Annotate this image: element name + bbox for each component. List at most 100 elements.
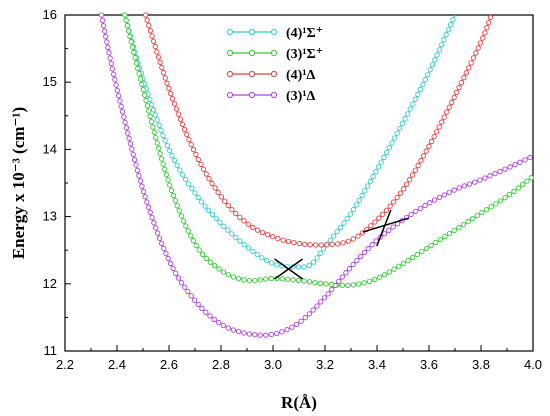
series-marker xyxy=(450,17,456,23)
series-marker xyxy=(389,140,395,146)
series-marker xyxy=(453,89,460,96)
series-marker xyxy=(107,55,113,61)
series-marker xyxy=(502,195,508,201)
series-marker xyxy=(470,215,476,222)
series-marker xyxy=(174,203,180,209)
series-marker xyxy=(408,211,414,217)
series-marker xyxy=(164,80,170,86)
x-tick-label: 4.0 xyxy=(524,357,542,372)
series-marker xyxy=(203,255,209,262)
series-marker xyxy=(438,42,445,48)
series-marker xyxy=(185,288,191,295)
series-marker xyxy=(370,173,376,180)
series-marker xyxy=(130,151,136,158)
series-marker xyxy=(209,211,216,217)
series-marker xyxy=(212,185,218,191)
series-marker xyxy=(446,104,452,110)
series-marker xyxy=(314,303,320,309)
series-marker xyxy=(433,239,439,246)
series-marker xyxy=(175,111,182,117)
series-marker xyxy=(472,179,478,185)
series-marker xyxy=(126,28,132,34)
series-marker xyxy=(325,291,331,297)
series-marker xyxy=(458,79,465,86)
series-marker xyxy=(217,219,223,225)
series-marker xyxy=(399,120,406,127)
series-marker xyxy=(211,316,217,323)
series-marker xyxy=(241,277,247,283)
series-marker xyxy=(200,166,207,172)
series-marker xyxy=(149,214,155,221)
series-marker xyxy=(168,90,174,97)
crossing-marker xyxy=(274,258,304,280)
series-marker xyxy=(506,191,513,198)
series-marker xyxy=(213,215,219,221)
series-marker xyxy=(146,108,152,114)
series-marker xyxy=(362,188,368,194)
series-marker xyxy=(154,140,160,146)
series-marker xyxy=(176,208,182,214)
series-marker xyxy=(284,327,290,333)
series-marker xyxy=(167,182,173,188)
series-marker xyxy=(100,23,107,29)
y-tick-label: 16 xyxy=(43,7,57,22)
series-marker xyxy=(158,240,165,247)
series-marker xyxy=(178,279,185,286)
series-marker xyxy=(350,206,357,213)
series-marker xyxy=(114,87,120,93)
series-marker xyxy=(442,233,448,240)
series-marker xyxy=(346,266,353,272)
series-marker xyxy=(306,311,312,317)
series-marker xyxy=(241,218,247,224)
series-marker xyxy=(317,250,323,257)
series-marker xyxy=(415,91,421,98)
series-marker xyxy=(207,313,213,319)
series-marker xyxy=(218,194,225,200)
series-marker xyxy=(273,330,280,336)
series-marker xyxy=(173,270,179,276)
series-marker xyxy=(259,255,265,261)
series-marker xyxy=(193,151,199,158)
series-marker xyxy=(216,319,222,326)
series-marker xyxy=(245,221,251,227)
series-marker xyxy=(122,12,128,18)
series-marker xyxy=(171,101,178,107)
series-marker xyxy=(166,147,173,154)
series-marker xyxy=(317,280,324,286)
series-marker xyxy=(428,138,435,145)
series-marker xyxy=(133,60,140,66)
series-marker xyxy=(233,210,239,217)
series-marker xyxy=(470,55,477,61)
series-marker xyxy=(383,207,390,213)
series-marker xyxy=(137,76,144,82)
series-marker xyxy=(263,257,270,264)
series-marker xyxy=(196,247,202,253)
series-marker xyxy=(449,99,455,105)
series-marker xyxy=(301,278,307,284)
series-marker xyxy=(225,272,231,278)
series-marker xyxy=(318,299,324,305)
series-marker xyxy=(190,146,197,153)
series-marker xyxy=(161,245,167,252)
series-marker xyxy=(151,129,157,135)
series-marker xyxy=(182,176,189,183)
series-marker xyxy=(203,171,209,177)
series-marker xyxy=(235,276,242,282)
series-marker xyxy=(133,162,139,168)
series-marker xyxy=(257,277,263,283)
series-marker xyxy=(237,238,243,244)
series-marker xyxy=(149,101,155,108)
series-marker xyxy=(128,39,134,45)
series-marker xyxy=(156,122,162,128)
series-marker xyxy=(345,238,351,244)
series-marker xyxy=(275,235,281,242)
series-marker xyxy=(371,276,378,283)
series-marker xyxy=(192,190,198,196)
series-marker xyxy=(186,136,192,143)
series-marker xyxy=(131,49,137,56)
series-marker xyxy=(367,178,373,184)
series-marker xyxy=(144,17,150,23)
series-marker xyxy=(170,192,177,199)
series-marker xyxy=(140,188,147,195)
series-marker xyxy=(144,199,150,205)
